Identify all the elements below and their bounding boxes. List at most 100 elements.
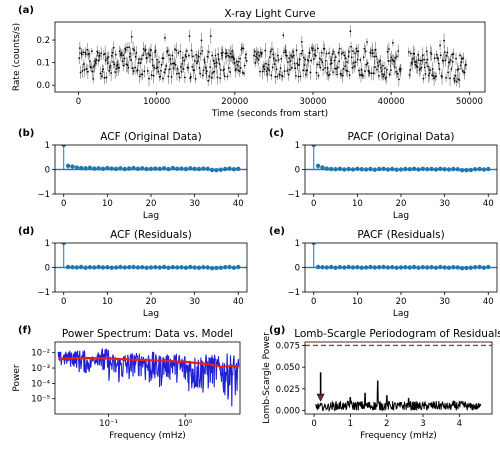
data-point (227, 67, 230, 69)
data-point (206, 55, 209, 58)
data-point (315, 71, 318, 74)
data-point (285, 54, 288, 57)
data-point (295, 49, 298, 52)
data-point (150, 74, 153, 76)
stem-marker (144, 166, 149, 172)
plot-area (78, 25, 467, 88)
stem-marker (311, 145, 316, 148)
data-point (187, 54, 190, 57)
plot-frame (54, 341, 241, 415)
data-point (363, 47, 366, 50)
data-point (346, 70, 349, 73)
stem-marker (118, 166, 123, 171)
y-tick-label: 0.2 (36, 36, 50, 46)
data-point (309, 71, 312, 74)
data-point (294, 74, 297, 77)
data-point (96, 52, 99, 54)
data-point (95, 59, 98, 61)
stem-marker (363, 265, 369, 270)
data-point (314, 54, 317, 57)
stem-marker (403, 265, 408, 270)
x-tick-label: 1 (348, 419, 353, 429)
stem-marker (376, 265, 382, 270)
data-point (424, 73, 427, 75)
data-point (335, 67, 338, 70)
stem-marker (61, 145, 66, 148)
data-point (203, 61, 206, 64)
data-point (334, 67, 336, 70)
stem-marker (333, 265, 338, 270)
data-point (132, 70, 135, 72)
data-point (318, 57, 321, 60)
stem-marker (231, 265, 237, 270)
data-point (219, 77, 222, 80)
data-point (147, 52, 150, 55)
stem-marker (183, 166, 189, 172)
data-point (239, 67, 242, 69)
stem-marker (70, 164, 75, 169)
x-tick-label: 0 (61, 199, 66, 209)
stem-marker (109, 166, 114, 171)
stem-marker (315, 264, 321, 270)
panel-d: 0 10 20 30 40 −1 0 1 ACF (Residuals) Lag (d) (18, 226, 248, 319)
data-point (245, 53, 247, 56)
data-point (92, 77, 95, 80)
stem-marker (486, 166, 491, 172)
x-tick-label: 40000 (378, 97, 405, 107)
data-point (356, 58, 359, 61)
data-point (276, 75, 279, 78)
data-point (325, 52, 328, 55)
data-point (397, 78, 400, 81)
data-point (128, 46, 130, 49)
data-point (112, 46, 115, 49)
stem-marker (183, 265, 189, 270)
stem-marker (368, 166, 373, 172)
stem-marker (355, 265, 360, 270)
stem-marker (157, 166, 162, 171)
stem-marker (153, 166, 158, 171)
data-point (280, 57, 283, 60)
data-point (279, 73, 281, 76)
data-point (269, 56, 271, 59)
panel-e: 0 10 20 30 40 −1 0 1 PACF (Residuals) Lag (e) (269, 226, 498, 319)
data-point (226, 75, 229, 78)
data-point (211, 72, 214, 74)
data-point (461, 58, 463, 60)
data-point (194, 77, 197, 80)
data-point (187, 66, 190, 69)
stem-marker (166, 265, 171, 270)
stem-marker (74, 265, 80, 270)
y-tick-label: 0 (45, 166, 50, 176)
data-point (459, 54, 461, 57)
stem-marker (376, 166, 382, 172)
data-point (425, 61, 428, 64)
stem-marker (477, 166, 482, 172)
stem-marker (424, 167, 430, 172)
x-tick-label: 0 (311, 297, 316, 307)
data-point (350, 56, 353, 59)
data-point (82, 51, 85, 54)
x-tick-label: 10⁰ (178, 419, 193, 429)
data-point (349, 30, 352, 33)
stem-marker (416, 265, 421, 270)
data-point (175, 49, 178, 52)
data-point (320, 52, 323, 54)
x-tick-label: 40 (483, 297, 494, 307)
data-point (345, 69, 348, 72)
data-point (423, 58, 426, 61)
panel-label: (b) (18, 128, 34, 139)
data-point (378, 74, 380, 77)
data-point (334, 56, 337, 59)
data-point (357, 50, 360, 53)
data-point (447, 71, 449, 74)
data-point (199, 72, 202, 75)
data-point (259, 70, 261, 73)
y-tick-label: 10⁻⁵ (31, 395, 50, 405)
data-point (379, 59, 382, 62)
data-point (341, 74, 344, 77)
data-point (389, 60, 392, 62)
data-point (130, 59, 132, 62)
x-axis-label: Time (seconds from start) (211, 109, 328, 119)
data-point (156, 58, 158, 61)
y-tick-label: −1 (37, 288, 50, 298)
